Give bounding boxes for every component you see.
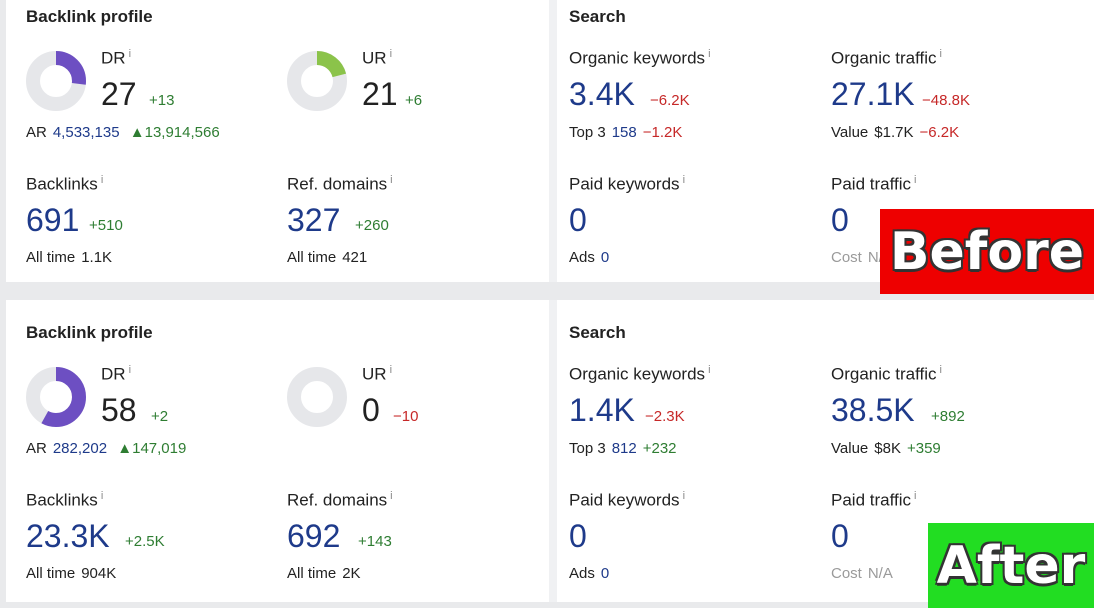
backlink-profile-title: Backlink profile bbox=[26, 7, 153, 26]
ar-delta: 13,914,566 bbox=[144, 124, 220, 141]
search-title: Search bbox=[569, 323, 626, 342]
paid-traffic-value[interactable]: 0 bbox=[831, 202, 849, 238]
organic-keywords-value[interactable]: 3.4K bbox=[569, 76, 635, 112]
organic-keywords-label: Organic keywords i bbox=[569, 364, 711, 384]
info-icon[interactable]: i bbox=[914, 490, 917, 502]
ar-label: AR bbox=[26, 124, 47, 141]
info-icon[interactable]: i bbox=[708, 364, 711, 376]
backlinks-label: Backlinks i bbox=[26, 490, 104, 510]
ar-row: AR 4,533,135 ▲13,914,566 bbox=[26, 124, 220, 141]
search-title: Search bbox=[569, 7, 626, 26]
ar-label: AR bbox=[26, 440, 47, 457]
info-icon[interactable]: i bbox=[914, 174, 917, 186]
info-icon[interactable]: i bbox=[682, 174, 686, 186]
info-icon[interactable]: i bbox=[389, 48, 393, 60]
ref-domains-delta: +260 bbox=[355, 217, 389, 234]
info-icon[interactable]: i bbox=[939, 48, 942, 60]
ar-value[interactable]: 4,533,135 bbox=[52, 124, 120, 141]
arrow-up-icon: ▲ bbox=[129, 124, 145, 141]
paid-keywords-value[interactable]: 0 bbox=[569, 202, 587, 238]
dr-delta: +13 bbox=[149, 92, 175, 109]
top3-row: Top 3 158 −1.2K bbox=[569, 124, 683, 141]
ur-label: UR i bbox=[362, 364, 393, 384]
ref-domains-delta: +143 bbox=[358, 533, 392, 550]
arrow-up-icon: ▲ bbox=[117, 440, 133, 457]
paid-traffic-label: Paid traffic i bbox=[831, 174, 917, 194]
before-stamp: Before bbox=[880, 209, 1094, 294]
ref-domains-value[interactable]: 692 bbox=[287, 518, 341, 554]
backlink-profile-title: Backlink profile bbox=[26, 323, 153, 342]
backlinks-label: Backlinks i bbox=[26, 174, 104, 194]
donut-arc bbox=[26, 51, 86, 111]
info-icon[interactable]: i bbox=[390, 490, 393, 502]
ur-delta: −10 bbox=[393, 408, 419, 425]
paid-traffic-label: Paid traffic i bbox=[831, 490, 917, 510]
donut-arc bbox=[287, 51, 347, 111]
dr-value: 58 bbox=[101, 392, 137, 428]
info-icon[interactable]: i bbox=[682, 490, 686, 502]
paid-traffic-value[interactable]: 0 bbox=[831, 518, 849, 554]
dr-delta: +2 bbox=[151, 408, 169, 425]
top3-row: Top 3 812 +232 bbox=[569, 440, 677, 457]
organic-keywords-delta: −6.2K bbox=[650, 92, 690, 109]
info-icon[interactable]: i bbox=[939, 364, 942, 376]
paid-keywords-label: Paid keywords i bbox=[569, 174, 686, 194]
organic-traffic-label: Organic traffic i bbox=[831, 364, 942, 384]
backlinks-all-time: All time 1.1K bbox=[26, 249, 113, 266]
panel-before: Backlink profile DR i 27 +13 UR i 21 +6 AR… bbox=[6, 0, 1094, 282]
ar-value[interactable]: 282,202 bbox=[52, 440, 108, 457]
dr-donut-chart bbox=[26, 51, 86, 111]
ref-domains-value[interactable]: 327 bbox=[287, 202, 341, 238]
ads-row: Ads 0 bbox=[569, 565, 610, 582]
ur-donut-chart bbox=[287, 51, 347, 111]
info-icon[interactable]: i bbox=[128, 48, 132, 60]
ur-delta: +6 bbox=[405, 92, 423, 109]
organic-traffic-delta: +892 bbox=[931, 408, 965, 425]
paid-keywords-value[interactable]: 0 bbox=[569, 518, 587, 554]
ref-domains-all-time: All time 2K bbox=[287, 565, 361, 582]
donut-arc bbox=[26, 367, 86, 427]
dr-value: 27 bbox=[101, 76, 137, 112]
paid-keywords-label: Paid keywords i bbox=[569, 490, 686, 510]
info-icon[interactable]: i bbox=[128, 364, 132, 376]
ref-domains-all-time: All time 421 bbox=[287, 249, 368, 266]
backlinks-all-time: All time 904K bbox=[26, 565, 117, 582]
organic-keywords-label: Organic keywords i bbox=[569, 48, 711, 68]
ar-delta: 147,019 bbox=[132, 440, 187, 457]
ur-value: 0 bbox=[362, 392, 380, 428]
organic-keywords-value[interactable]: 1.4K bbox=[569, 392, 635, 428]
traffic-value-row: Value $1.7K −6.2K bbox=[831, 124, 960, 141]
ur-donut-chart bbox=[287, 367, 347, 427]
info-icon[interactable]: i bbox=[100, 490, 104, 502]
section-divider bbox=[549, 300, 557, 602]
organic-traffic-delta: −48.8K bbox=[922, 92, 970, 109]
ref-domains-label: Ref. domains i bbox=[287, 490, 393, 510]
dr-label: DR i bbox=[101, 48, 132, 68]
ur-label: UR i bbox=[362, 48, 393, 68]
dr-label: DR i bbox=[101, 364, 132, 384]
backlinks-delta: +2.5K bbox=[125, 533, 165, 550]
after-stamp: After bbox=[928, 523, 1094, 608]
backlinks-value[interactable]: 23.3K bbox=[26, 518, 110, 554]
ref-domains-label: Ref. domains i bbox=[287, 174, 393, 194]
info-icon[interactable]: i bbox=[100, 174, 104, 186]
section-divider bbox=[549, 0, 557, 282]
backlinks-delta: +510 bbox=[89, 217, 123, 234]
traffic-value-row: Value $8K +359 bbox=[831, 440, 941, 457]
backlinks-value[interactable]: 691 bbox=[26, 202, 80, 238]
ur-value: 21 bbox=[362, 76, 398, 112]
info-icon[interactable]: i bbox=[390, 174, 393, 186]
organic-traffic-value[interactable]: 27.1K bbox=[831, 76, 915, 112]
organic-traffic-value[interactable]: 38.5K bbox=[831, 392, 915, 428]
info-icon[interactable]: i bbox=[708, 48, 711, 60]
organic-keywords-delta: −2.3K bbox=[645, 408, 685, 425]
info-icon[interactable]: i bbox=[389, 364, 393, 376]
ar-row: AR 282,202 ▲147,019 bbox=[26, 440, 186, 457]
dr-donut-chart bbox=[26, 367, 86, 427]
panel-after: Backlink profile DR i 58 +2 UR i 0 −10 AR 2… bbox=[6, 300, 1094, 602]
organic-traffic-label: Organic traffic i bbox=[831, 48, 942, 68]
ads-row: Ads 0 bbox=[569, 249, 610, 266]
